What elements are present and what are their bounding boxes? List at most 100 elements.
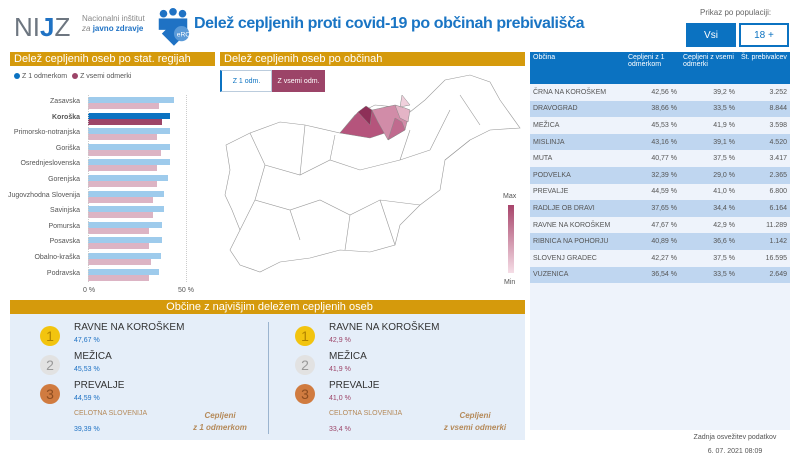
cell-first-dose: 44,59 % <box>651 188 677 196</box>
slovenia-map[interactable] <box>220 70 530 295</box>
population-18-plus-button[interactable]: 18 + <box>739 23 789 47</box>
bar-first-dose[interactable] <box>88 159 171 166</box>
bar-all-doses[interactable] <box>88 227 149 234</box>
map-municipality[interactable] <box>399 94 411 108</box>
caption-line2: z 1 odmerkom <box>193 423 247 432</box>
nijz-logo: NIJZ <box>14 12 71 42</box>
region-label: Obalno-kraška <box>34 254 80 261</box>
cell-municipality: MUTA <box>533 155 553 163</box>
table-row[interactable]: MEŽICA 45,53 % 41,9 % 3.598 <box>530 117 790 134</box>
bar-first-dose[interactable] <box>88 128 171 135</box>
table-row[interactable]: RADLJE OB DRAVI 37,65 % 34,4 % 6.164 <box>530 200 790 217</box>
table-row[interactable]: RAVNE NA KOROŠKEM 47,67 % 42,9 % 11.289 <box>530 217 790 234</box>
map-panel-title: Delež cepljenih oseb po občinah <box>220 52 525 66</box>
bar-first-dose[interactable] <box>88 221 163 228</box>
table-row[interactable]: VUZENICA 36,54 % 33,5 % 2.649 <box>530 266 790 284</box>
map-municipality[interactable] <box>387 117 406 141</box>
column-header-first-dose[interactable]: Cepljeni z 1 odmerkom <box>625 52 680 84</box>
bar-first-dose[interactable] <box>88 112 171 119</box>
table-row[interactable]: PREVALJE 44,59 % 41,0 % 6.800 <box>530 184 790 201</box>
top-municipality-name: PREVALJE <box>329 380 380 391</box>
logo-subtitle-line2: za javno zdravje <box>82 24 145 34</box>
slovenia-label: CELOTNA SLOVENIJA <box>329 410 403 417</box>
bar-first-dose[interactable] <box>88 237 163 244</box>
bar-all-doses[interactable] <box>88 274 149 281</box>
x-tick: 50 % <box>178 287 194 294</box>
rank-3-medal-icon: 3 <box>295 384 315 404</box>
cell-population: 2.365 <box>738 166 790 184</box>
top-municipality-value: 45,53 % <box>74 366 100 373</box>
map-legend-min: Min <box>504 279 516 286</box>
cell-all-doses: 33,5 % <box>680 100 738 118</box>
population-all-button[interactable]: Vsi <box>686 23 736 47</box>
cell-population: 1.142 <box>738 233 790 250</box>
caption-line1: Cepljeni <box>204 411 236 420</box>
table-row[interactable]: ČRNA NA KOROŠKEM 42,56 % 39,2 % 3.252 <box>530 84 790 101</box>
region-label: Jugovzhodna Slovenija <box>8 191 80 199</box>
top-municipality-value: 47,67 % <box>74 337 100 344</box>
bar-first-dose[interactable] <box>88 97 175 103</box>
bar-all-doses[interactable] <box>88 134 157 141</box>
column-header-municipality[interactable]: Občina <box>530 52 625 84</box>
cell-all-doses: 39,2 % <box>713 88 735 96</box>
bar-all-doses[interactable] <box>88 118 163 125</box>
region-label: Osrednjeslovenska <box>20 160 80 168</box>
legend-all-doses[interactable]: Z vsemi odmerki <box>80 73 132 80</box>
cell-population: 3.252 <box>769 88 787 96</box>
bar-all-doses[interactable] <box>88 196 153 203</box>
bar-all-doses[interactable] <box>88 181 157 187</box>
map-municipality[interactable] <box>394 104 411 123</box>
bar-all-doses[interactable] <box>88 259 151 265</box>
regions-legend: Z 1 odmerkom Z vsemi odmerki <box>14 73 131 80</box>
column-header-all-doses[interactable]: Cepljeni z vsemi odmerki <box>680 52 738 84</box>
table-row[interactable]: RIBNICA NA POHORJU 40,89 % 36,6 % 1.142 <box>530 233 790 250</box>
legend-first-dose[interactable]: Z 1 odmerkom <box>22 73 68 80</box>
bar-first-dose[interactable] <box>88 268 159 275</box>
slovenia-label: CELOTNA SLOVENIJA <box>74 410 148 417</box>
cell-population: 3.417 <box>769 155 787 163</box>
region-label: Podravska <box>46 269 80 277</box>
top-municipality-value: 42,9 % <box>329 337 351 344</box>
table-row[interactable]: MISLINJA 43,16 % 39,1 % 4.520 <box>530 133 790 151</box>
divider <box>268 322 269 434</box>
cell-first-dose: 42,56 % <box>651 88 677 96</box>
cell-municipality: SLOVENJ GRADEC <box>533 254 597 262</box>
regions-panel-title: Delež cepljenih oseb po stat. regijah <box>10 52 215 66</box>
x-tick: 0 % <box>83 287 96 294</box>
cell-first-dose: 42,27 % <box>651 254 677 262</box>
table-row[interactable]: SLOVENJ GRADEC 42,27 % 37,5 % 16.595 <box>530 250 790 267</box>
cell-all-doses: 37,5 % <box>713 155 735 163</box>
cell-population: 6.800 <box>769 188 787 196</box>
region-label: Goriška <box>55 144 80 152</box>
slovenia-value: 39,39 % <box>74 426 100 433</box>
cell-first-dose: 32,39 % <box>625 166 680 184</box>
tab-all-doses[interactable]: Z vsemi odm. <box>272 70 325 92</box>
cell-all-doses: 34,4 % <box>680 200 738 217</box>
rank-2-medal-icon: 2 <box>40 355 60 375</box>
bar-all-doses[interactable] <box>88 165 157 172</box>
tab-first-dose[interactable]: Z 1 odm. <box>220 70 272 92</box>
table-row[interactable]: DRAVOGRAD 38,66 % 33,5 % 8.844 <box>530 100 790 118</box>
bar-first-dose[interactable] <box>88 175 169 181</box>
bar-all-doses[interactable] <box>88 212 153 219</box>
bar-all-doses[interactable] <box>88 243 149 250</box>
legend-dot-icon <box>14 73 20 80</box>
map-legend-max: Max <box>503 193 517 200</box>
map-color-scale <box>508 205 514 273</box>
column-header-population[interactable]: Št. prebivalcev <box>738 52 790 84</box>
region-label: Koroška <box>51 113 80 121</box>
bar-first-dose[interactable] <box>88 190 165 197</box>
top-municipalities-panel: 1 RAVNE NA KOROŠKEM 47,67 % 2 MEŽICA 45,53 % 3… <box>10 314 525 440</box>
table-row[interactable]: MUTA 40,77 % 37,5 % 3.417 <box>530 150 790 167</box>
bar-all-doses[interactable] <box>88 103 159 109</box>
bar-first-dose[interactable] <box>88 143 171 150</box>
bar-all-doses[interactable] <box>88 149 161 156</box>
slovenia-value: 33,4 % <box>329 426 351 433</box>
table-row[interactable]: PODVELKA 32,39 % 29,0 % 2.365 <box>530 166 790 184</box>
bar-first-dose[interactable] <box>88 253 161 259</box>
region-label: Primorsko-notranjska <box>13 129 80 137</box>
bar-first-dose[interactable] <box>88 206 165 213</box>
cell-first-dose: 47,67 % <box>651 221 677 229</box>
cell-all-doses: 33,5 % <box>680 266 738 284</box>
top-municipality-name: MEŽICA <box>74 351 112 362</box>
